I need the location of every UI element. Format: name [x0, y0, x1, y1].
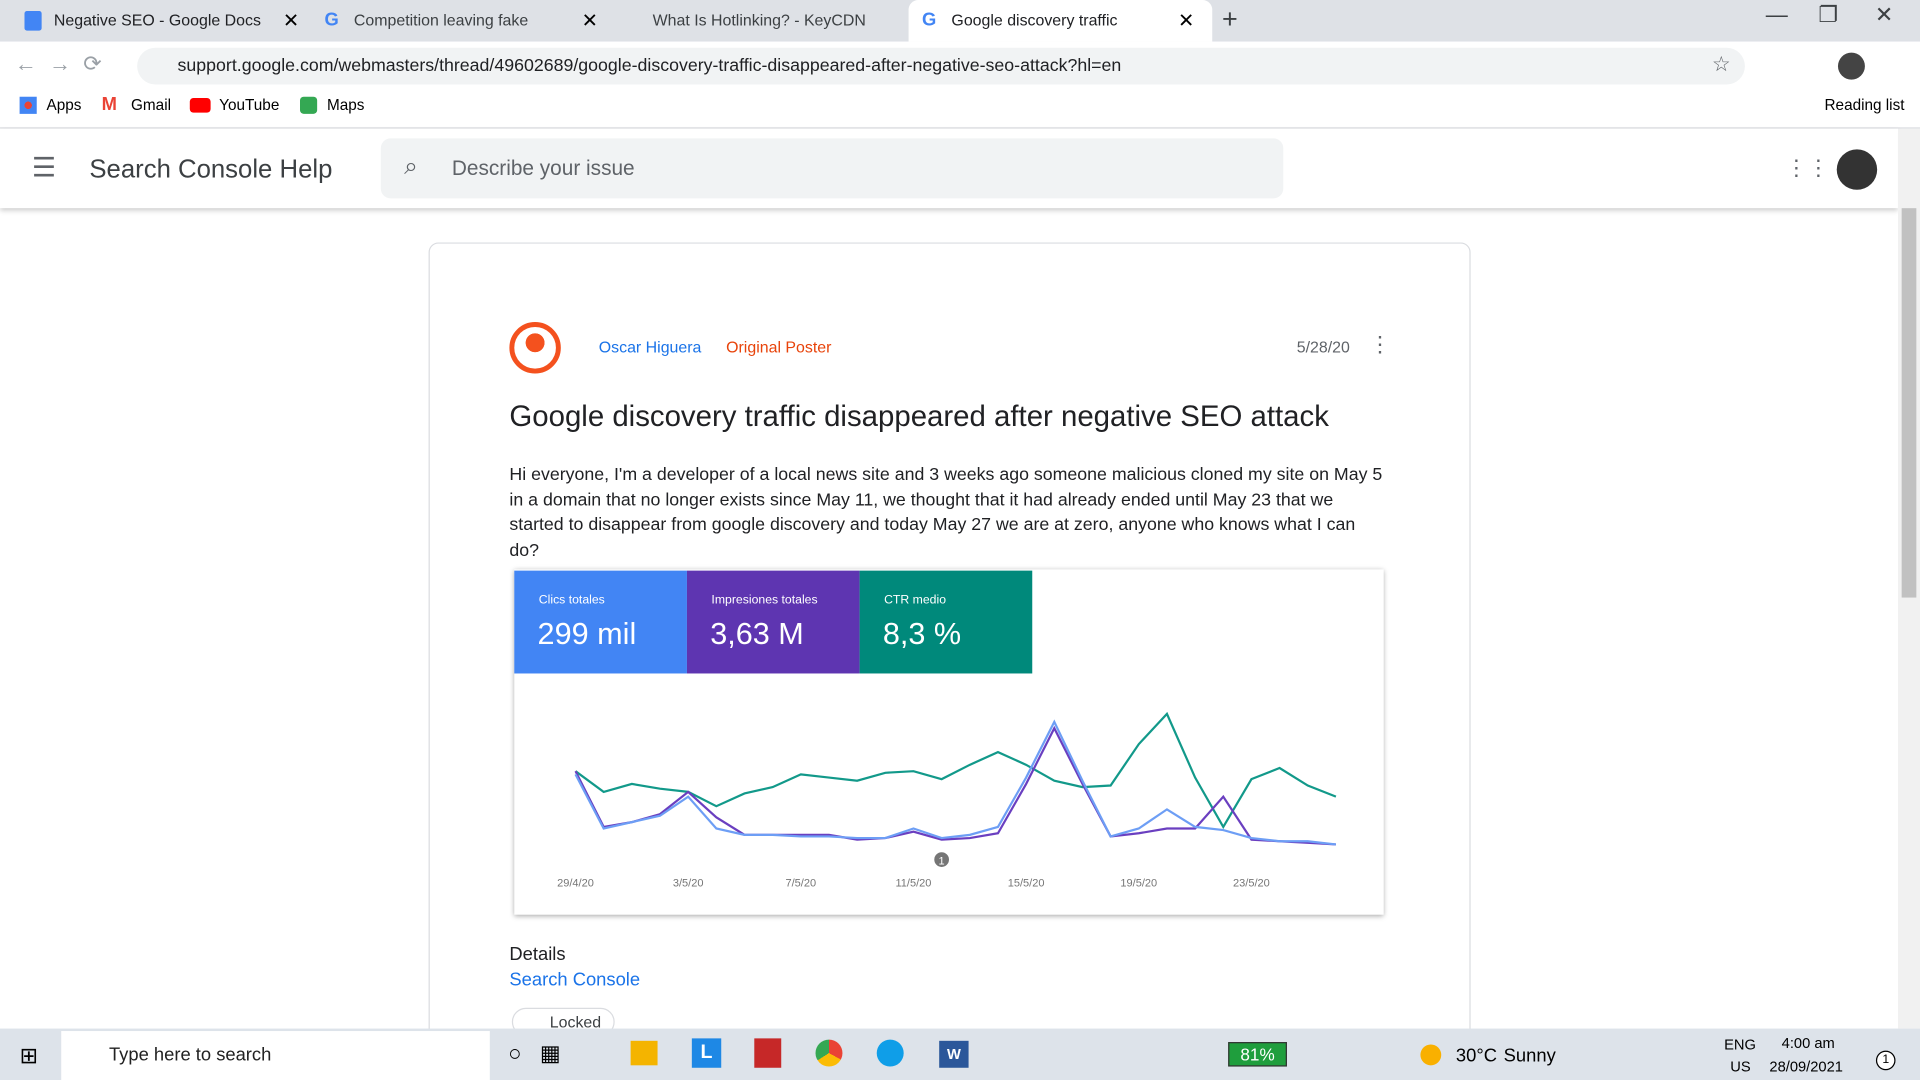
badge: Original Poster	[726, 337, 832, 357]
close-tab[interactable]: ✕	[581, 11, 599, 32]
metric-tile: CTR medio 8,3 %	[859, 570, 1033, 674]
gmail-icon: M	[101, 94, 117, 116]
edge-icon[interactable]	[876, 1039, 904, 1067]
weather[interactable]: Sunny	[1503, 1045, 1556, 1067]
post-card	[428, 242, 1471, 1080]
x-tick-label: 19/5/20	[1120, 878, 1157, 890]
explorer-icon[interactable]	[630, 1040, 658, 1066]
header-title: Search Console Help	[89, 155, 333, 184]
docs-icon	[24, 11, 42, 31]
window-controls[interactable]: — ❐ ✕	[1765, 2, 1894, 27]
chart: 29/4/20 3/5/20 7/5/20 11/5/20 15/5/20 19/5/20…	[557, 711, 1337, 890]
region[interactable]: US	[1730, 1057, 1751, 1076]
battery-widget[interactable]: 81%	[1228, 1042, 1287, 1067]
post-date: 5/28/20	[1296, 337, 1350, 357]
temperature[interactable]: 30°C	[1455, 1045, 1497, 1067]
x-tick-label: 29/4/20	[557, 878, 594, 890]
tab[interactable]: Competition leaving fake reviews	[353, 11, 529, 30]
maps-icon	[300, 96, 318, 114]
search-box[interactable]	[380, 138, 1284, 199]
annotation-marker	[934, 852, 949, 867]
x-tick-label: 11/5/20	[896, 878, 932, 890]
metric-value: 299 mil	[537, 617, 637, 652]
metric-label: Clics totales	[538, 593, 605, 608]
metric-tile: Clics totales 299 mil	[514, 570, 687, 674]
more-menu[interactable]: ⋮	[1368, 331, 1392, 357]
notifications[interactable]: 1	[1875, 1050, 1896, 1071]
start-button[interactable]: ⊞	[19, 1043, 39, 1068]
metric-value: 8,3 %	[882, 617, 962, 652]
nav-buttons[interactable]: ← → ⟳	[14, 51, 102, 76]
details-heading: Details	[509, 944, 566, 965]
tab[interactable]: Google discovery traffic disappea	[951, 11, 1118, 30]
x-tick-label: 7/5/20	[786, 878, 817, 890]
new-tab[interactable]: +	[1222, 3, 1238, 35]
bookmark[interactable]: Gmail	[131, 96, 172, 114]
bookmark[interactable]: Apps	[46, 96, 82, 114]
youtube-icon	[189, 97, 211, 113]
weather-icon	[1420, 1044, 1442, 1066]
close-tab[interactable]: ✕	[282, 11, 300, 32]
url[interactable]: support.google.com/webmasters/thread/496…	[177, 56, 1122, 76]
profile[interactable]	[1837, 52, 1865, 80]
lang[interactable]: ENG	[1724, 1035, 1756, 1054]
active-tab[interactable]	[908, 0, 1213, 42]
metric-label: Impresiones totales	[711, 593, 818, 608]
series-line	[574, 711, 1337, 830]
author[interactable]: Oscar Higuera	[598, 337, 702, 357]
avatar[interactable]	[1836, 149, 1878, 190]
g-icon: G	[324, 9, 339, 31]
omnibox[interactable]	[137, 47, 1745, 85]
clock-date[interactable]: 28/09/2021	[1769, 1057, 1843, 1076]
post-body: Hi everyone, I'm a developer of a local …	[509, 465, 1383, 561]
annotation: 1	[939, 855, 945, 867]
clock-time[interactable]: 4:00 am	[1781, 1034, 1835, 1052]
taskbar-icons[interactable]: ○ ▦	[508, 1040, 561, 1066]
menu[interactable]: ☰	[31, 151, 57, 183]
search-placeholder[interactable]: Describe your issue	[451, 156, 635, 181]
x-tick-label: 3/5/20	[673, 878, 704, 890]
bookmark[interactable]: YouTube	[219, 96, 280, 114]
g-icon: G	[922, 9, 937, 31]
search-icon: ⌕	[404, 153, 418, 181]
post-title: Google discovery traffic disappeared aft…	[509, 400, 1329, 434]
x-tick-label: 23/5/20	[1233, 878, 1270, 890]
taskbar-search-text[interactable]: Type here to search	[108, 1044, 272, 1066]
star[interactable]: ☆	[1711, 52, 1731, 76]
taskbar-search[interactable]	[61, 1031, 490, 1080]
x-tick-label: 15/5/20	[1008, 878, 1045, 890]
apps-icon	[19, 96, 37, 114]
series-line	[574, 725, 1336, 846]
author-avatar	[509, 322, 561, 374]
metric-value: 3,63 M	[710, 617, 804, 652]
tab[interactable]: Negative SEO - Google Docs	[53, 11, 261, 30]
reading-list[interactable]: Reading list	[1824, 96, 1905, 114]
product-link[interactable]: Search Console	[509, 969, 641, 991]
word-icon[interactable]: W	[939, 1040, 969, 1068]
series-line	[574, 719, 1337, 846]
metric-tile: Impresiones totales 3,63 M	[686, 570, 860, 674]
tab[interactable]: What Is Hotlinking? - KeyCDN Su	[652, 11, 866, 30]
bookmark[interactable]: Maps	[326, 96, 365, 114]
close-tab[interactable]: ✕	[1177, 11, 1195, 32]
metric-label: CTR medio	[884, 593, 947, 608]
app-icon[interactable]: L	[691, 1038, 722, 1068]
chrome-icon[interactable]	[815, 1039, 843, 1067]
scroll-thumb[interactable]	[1901, 208, 1917, 598]
mcafee-icon[interactable]	[754, 1038, 782, 1068]
